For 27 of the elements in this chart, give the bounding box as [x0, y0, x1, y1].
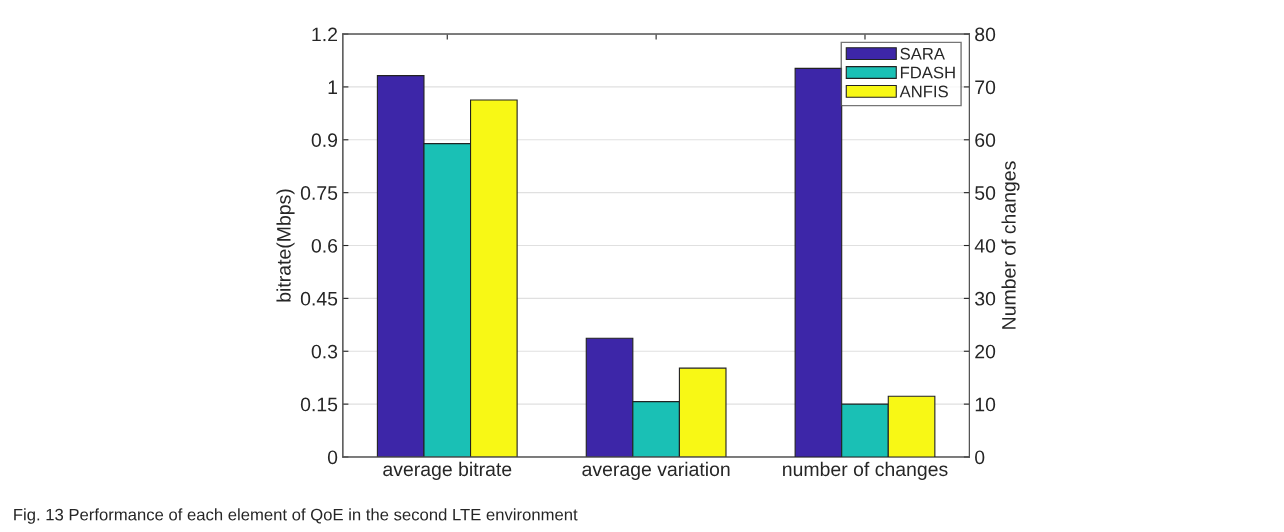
y2-tick-label: 80 [975, 27, 996, 42]
legend-label: SARA [900, 47, 945, 60]
y2-tick-label: 60 [975, 133, 996, 148]
y2-tick-label: 20 [975, 344, 996, 359]
legend-label: FDASH [900, 66, 955, 79]
y-tick-label: 0.6 [311, 238, 338, 253]
caption: Fig. 13 Performance of each element of QoE in the second LTE environment [14, 508, 578, 524]
y-tick-label: 0.75 [300, 186, 338, 200]
y-tick-label: 0.9 [311, 133, 338, 148]
y2-tick-label: 0 [975, 450, 985, 465]
y2-tick-label: 70 [975, 80, 996, 95]
y2-axis-title: Number of changes [1001, 161, 1020, 329]
y-tick-label: 0.45 [300, 291, 338, 306]
y2-tick-label: 50 [975, 186, 996, 200]
y-tick-label: 0.15 [300, 397, 338, 412]
x-tick-label: average variation [582, 461, 730, 480]
x-tick-label: number of changes [783, 461, 948, 480]
x-tick-label: average bitrate [383, 461, 512, 480]
y2-tick-label: 30 [975, 291, 996, 306]
y2-tick-label: 10 [975, 397, 996, 412]
y-tick-label: 0 [327, 450, 338, 465]
y2-tick-label: 40 [974, 238, 996, 253]
y-tick-label: 0.3 [311, 344, 338, 359]
y-tick-label: 1 [328, 80, 338, 94]
y-tick-label: 1.2 [312, 27, 337, 42]
legend-label: ANFIS [899, 85, 948, 98]
y-axis-title: bitrate(Mbps) [276, 189, 295, 302]
